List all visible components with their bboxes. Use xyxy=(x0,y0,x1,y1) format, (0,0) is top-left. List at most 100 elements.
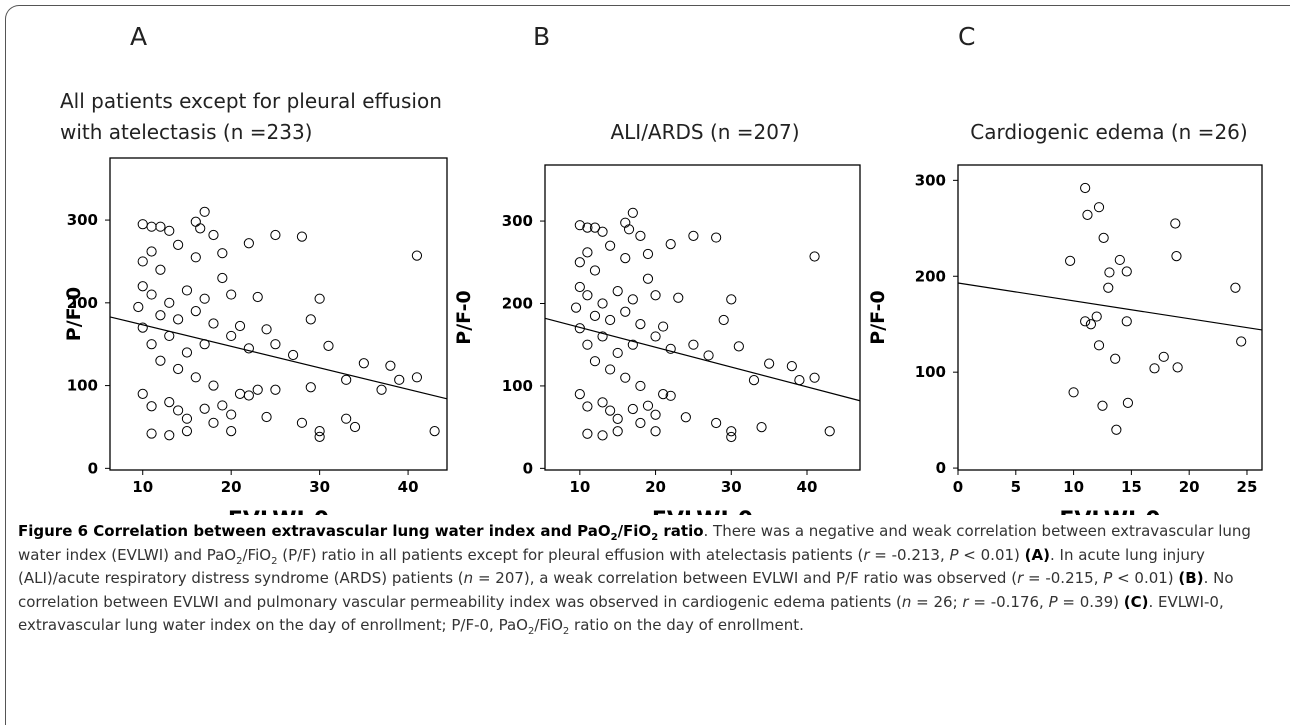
data-point xyxy=(137,388,148,399)
data-point xyxy=(164,330,175,342)
data-point xyxy=(627,339,638,350)
x-axis-label: EVLWI-0 xyxy=(228,508,329,515)
data-point xyxy=(582,401,593,412)
caption-text: Figure 6 Correlation between extravascul… xyxy=(18,522,611,540)
caption-text: (C) xyxy=(1123,592,1149,611)
caption-text: (P/F) ratio in all patients except for p… xyxy=(277,545,864,564)
x-tick-label: 40 xyxy=(797,478,818,496)
regression-line xyxy=(109,316,448,400)
y-axis-label: P/F-0 xyxy=(63,287,85,341)
x-tick-label: 5 xyxy=(1011,478,1021,496)
data-point xyxy=(635,417,646,429)
data-point xyxy=(199,293,210,304)
caption-text: 2 xyxy=(610,532,618,543)
data-point xyxy=(252,384,263,395)
data-point xyxy=(794,375,805,386)
data-point xyxy=(703,350,714,361)
caption-text: /FiO xyxy=(534,616,563,634)
caption-text: < 0.01) xyxy=(958,545,1025,564)
data-point xyxy=(314,431,325,442)
data-point xyxy=(665,343,676,354)
caption-text: = -0.213, xyxy=(869,545,950,564)
data-point xyxy=(208,417,219,428)
panel-letter: A xyxy=(130,22,148,51)
data-point xyxy=(1171,251,1182,262)
data-point xyxy=(226,289,237,300)
caption-text: = -0.215, xyxy=(1023,569,1104,587)
caption-text: = 0.39) xyxy=(1057,592,1124,611)
caption-text: ratio on the day of enrollment. xyxy=(569,616,804,634)
data-point xyxy=(1111,424,1122,435)
caption-text: 2 xyxy=(651,532,659,543)
data-point xyxy=(217,272,228,284)
data-point xyxy=(1065,255,1076,267)
data-point xyxy=(620,253,631,264)
data-point xyxy=(305,314,316,325)
x-tick-label: 10 xyxy=(569,478,590,496)
data-point xyxy=(597,331,608,342)
y-tick-label: 0 xyxy=(88,459,98,477)
data-point xyxy=(243,343,254,354)
data-point xyxy=(726,294,737,305)
charts: 102030400100200300EVLWI-0P/F-01020304001… xyxy=(63,157,1263,515)
data-point xyxy=(658,389,669,400)
data-point xyxy=(208,229,219,241)
y-tick-label: 100 xyxy=(915,363,946,381)
panel-title: ALI/ARDS (n =207) xyxy=(610,120,800,144)
data-point xyxy=(270,339,281,350)
data-point xyxy=(688,339,699,350)
caption-text: < 0.01) xyxy=(1112,569,1179,587)
data-point xyxy=(341,413,352,424)
data-point xyxy=(642,400,654,411)
data-point xyxy=(137,256,148,267)
data-point xyxy=(756,422,767,433)
data-point xyxy=(208,380,219,391)
data-point xyxy=(1114,254,1125,266)
caption-text: /FiO xyxy=(242,545,272,564)
data-point xyxy=(1080,182,1091,194)
data-point xyxy=(190,252,201,263)
data-point xyxy=(411,250,423,261)
data-point xyxy=(635,318,646,330)
data-point xyxy=(181,347,193,358)
data-point xyxy=(582,428,593,439)
data-point xyxy=(195,223,206,234)
data-point xyxy=(1103,282,1114,293)
data-point xyxy=(173,314,184,325)
data-point xyxy=(181,413,193,424)
data-point xyxy=(234,388,246,399)
caption-text: P xyxy=(1103,569,1113,587)
data-point xyxy=(597,430,608,441)
data-point xyxy=(1068,387,1079,398)
data-point xyxy=(582,339,593,350)
data-point xyxy=(314,293,325,304)
data-point xyxy=(137,322,148,333)
data-point xyxy=(164,225,175,236)
data-point xyxy=(650,426,661,437)
caption-text: P xyxy=(1048,592,1058,611)
caption-text: 2 xyxy=(562,626,570,637)
x-tick-label: 30 xyxy=(309,478,330,496)
data-point xyxy=(589,265,601,276)
data-point xyxy=(658,321,669,332)
y-axis-label: P/F-0 xyxy=(867,290,889,344)
data-point xyxy=(688,230,699,241)
data-point xyxy=(824,426,835,437)
caption-text: . In acute lung injury (ALI)/acute respi… xyxy=(18,545,1205,588)
data-point xyxy=(1093,340,1105,351)
data-point xyxy=(190,372,201,383)
caption-text: r xyxy=(1017,569,1024,587)
x-tick-label: 20 xyxy=(221,478,242,496)
data-point xyxy=(226,426,237,437)
data-point xyxy=(574,220,585,231)
panel-letter: B xyxy=(533,22,551,51)
data-point xyxy=(665,390,676,401)
data-point xyxy=(642,273,654,284)
data-point xyxy=(1158,351,1169,362)
data-point xyxy=(635,380,646,392)
data-point xyxy=(199,403,210,414)
data-point xyxy=(673,292,684,303)
data-point xyxy=(574,389,585,400)
data-point xyxy=(582,247,593,258)
caption-text: 2 xyxy=(236,555,243,567)
